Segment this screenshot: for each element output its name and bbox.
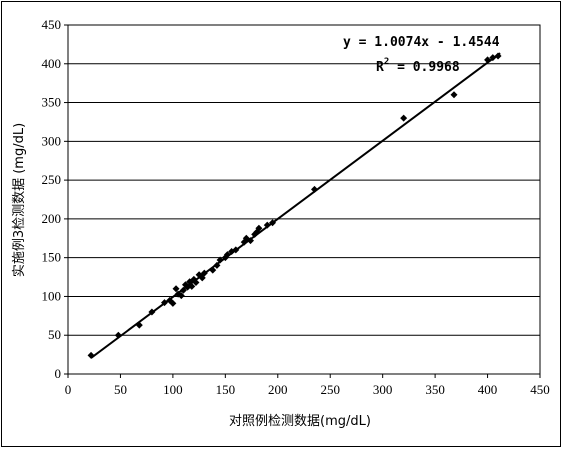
y-tick-label: 250 [42,172,62,187]
gridlines [68,63,540,336]
data-point [263,221,271,229]
data-point [192,278,200,286]
x-tick-label: 0 [65,382,72,397]
data-point [489,54,497,62]
plot-area [67,24,541,375]
y-axis-title: 实施例3检测数据 (mg/dL) [12,123,27,277]
data-point [177,292,185,300]
regression-equation: y = 1.0074x - 1.4544 [343,35,500,50]
y-tick-label: 100 [42,288,62,303]
x-tick-label: 50 [114,382,127,397]
data-points [87,52,502,359]
y-axis: 0 50 100 150 200 250 300 350 400 450 [42,17,68,381]
data-point [188,282,196,290]
data-point [209,266,217,274]
trendline [90,52,501,359]
data-point [232,246,240,254]
y-tick-label: 200 [42,211,62,226]
data-point [450,91,458,99]
data-point [213,261,221,269]
y-tick-label: 0 [55,366,62,381]
y-tick-label: 450 [42,17,62,32]
data-point [247,237,255,245]
x-tick-label: 250 [320,382,340,397]
data-point [216,256,224,264]
data-point [400,114,408,122]
y-tick-label: 150 [42,250,62,265]
x-axis-title: 对照例检测数据(mg/dL) [229,414,371,429]
data-point [310,185,318,193]
data-point [169,299,177,307]
x-tick-label: 150 [216,382,236,397]
data-point [179,286,187,294]
x-tick-label: 200 [268,382,288,397]
data-point [484,56,492,64]
data-point [494,52,502,60]
x-axis: 0 50 100 150 200 250 300 350 400 450 [65,374,550,397]
r-squared-label: R2 = 0.9968 [376,57,460,75]
data-point [172,285,180,293]
data-point [114,331,122,339]
data-point [148,308,156,316]
data-point [223,251,231,259]
y-tick-label: 300 [42,133,62,148]
data-point [269,219,277,227]
x-tick-label: 450 [530,382,550,397]
data-point [255,224,263,232]
x-tick-label: 300 [373,382,393,397]
data-point [160,299,168,307]
x-tick-label: 350 [425,382,445,397]
y-tick-label: 50 [48,327,61,342]
data-point [87,351,95,359]
y-tick-label: 400 [42,56,62,71]
y-tick-label: 350 [42,95,62,110]
data-point [135,321,143,329]
x-tick-label: 100 [163,382,183,397]
data-point [200,269,208,277]
x-tick-label: 400 [478,382,498,397]
